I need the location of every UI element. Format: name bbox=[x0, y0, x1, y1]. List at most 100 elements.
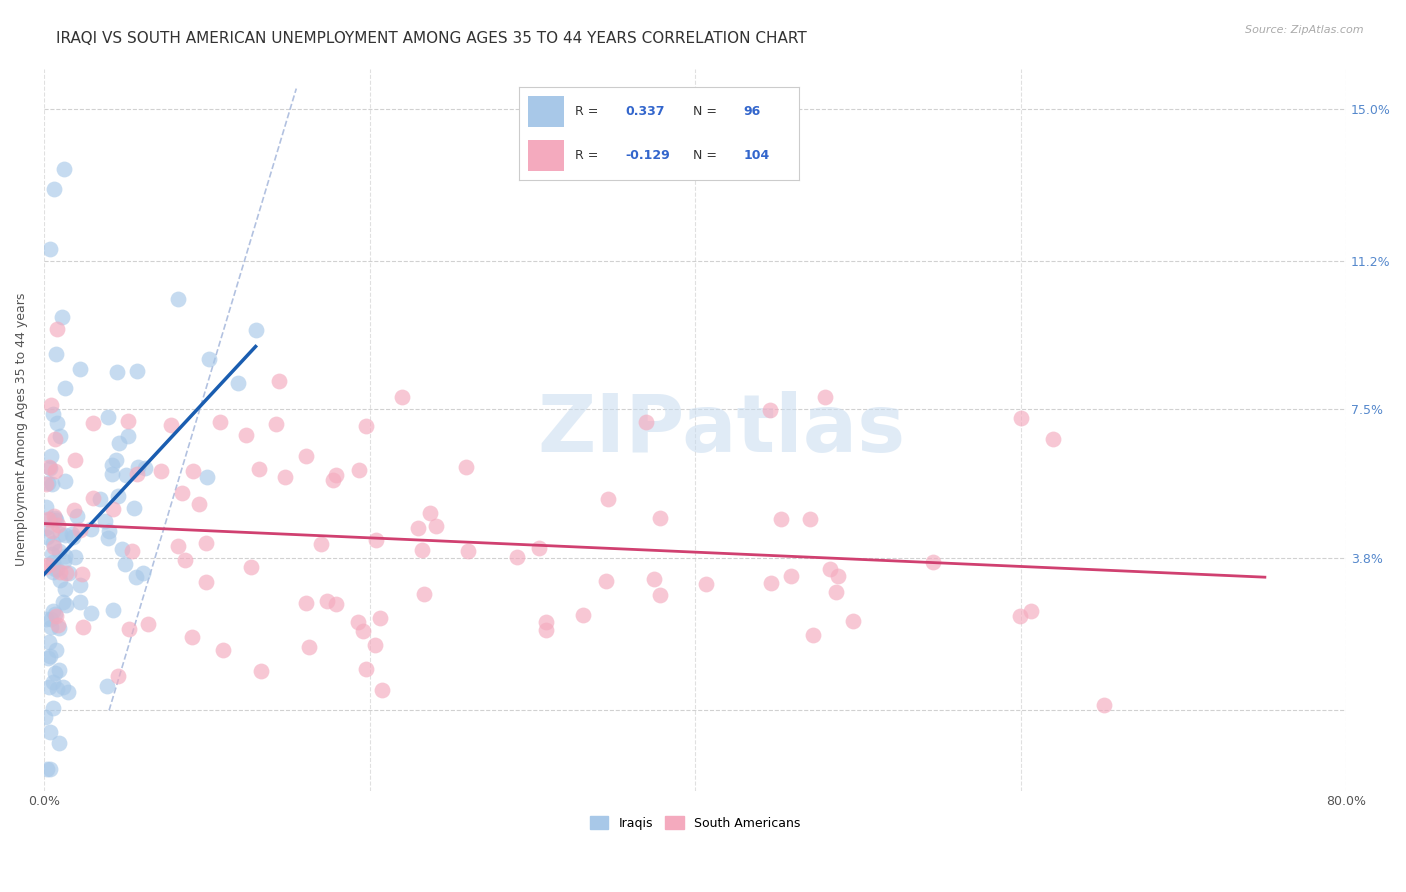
Point bbox=[212, 643, 235, 657]
Point bbox=[49, 429, 72, 443]
Point bbox=[80, 606, 103, 620]
Point bbox=[37, 558, 59, 572]
Point bbox=[759, 575, 782, 590]
Point bbox=[42, 566, 65, 580]
Point bbox=[42, 182, 65, 196]
Point bbox=[371, 682, 394, 697]
Point bbox=[45, 322, 67, 336]
Point bbox=[107, 669, 129, 683]
Point bbox=[534, 624, 557, 638]
Point bbox=[45, 608, 67, 623]
Point bbox=[115, 467, 138, 482]
Point bbox=[51, 310, 73, 325]
Point bbox=[101, 467, 124, 481]
Point bbox=[149, 464, 172, 478]
Point bbox=[44, 464, 66, 478]
Point bbox=[39, 242, 62, 256]
Point bbox=[39, 511, 62, 525]
Point bbox=[111, 541, 134, 556]
Point bbox=[425, 519, 447, 533]
Point bbox=[325, 467, 347, 482]
Point bbox=[315, 594, 337, 608]
Point bbox=[55, 598, 77, 612]
Point bbox=[194, 535, 217, 549]
Point bbox=[94, 514, 117, 528]
Point bbox=[82, 491, 104, 505]
Point bbox=[37, 762, 59, 776]
Point bbox=[643, 572, 665, 586]
Point bbox=[45, 513, 67, 527]
Point bbox=[39, 620, 62, 634]
Point bbox=[42, 675, 65, 690]
Point bbox=[457, 543, 479, 558]
Point bbox=[41, 536, 63, 550]
Point bbox=[209, 416, 232, 430]
Point bbox=[53, 554, 76, 568]
Point bbox=[58, 685, 80, 699]
Point bbox=[44, 665, 66, 680]
Point bbox=[97, 531, 120, 545]
Point bbox=[82, 416, 104, 430]
Point bbox=[114, 557, 136, 571]
Point bbox=[69, 523, 91, 537]
Point bbox=[42, 540, 65, 554]
Point bbox=[42, 407, 65, 421]
Point bbox=[1010, 410, 1032, 425]
Point bbox=[44, 511, 66, 525]
Point bbox=[347, 463, 370, 477]
Point bbox=[780, 569, 803, 583]
Point bbox=[48, 663, 70, 677]
Point bbox=[34, 500, 56, 514]
Point bbox=[235, 428, 257, 442]
Point bbox=[44, 508, 66, 523]
Point bbox=[41, 547, 63, 561]
Text: IRAQI VS SOUTH AMERICAN UNEMPLOYMENT AMONG AGES 35 TO 44 YEARS CORRELATION CHART: IRAQI VS SOUTH AMERICAN UNEMPLOYMENT AMO… bbox=[56, 31, 807, 46]
Point bbox=[131, 566, 153, 581]
Point bbox=[1092, 698, 1115, 713]
Point bbox=[117, 429, 139, 443]
Point bbox=[413, 587, 436, 601]
Point bbox=[534, 615, 557, 629]
Point bbox=[35, 612, 58, 626]
Point bbox=[181, 464, 204, 478]
Point bbox=[38, 460, 60, 475]
Point bbox=[803, 628, 825, 642]
Point bbox=[89, 492, 111, 507]
Point bbox=[101, 458, 124, 472]
Point bbox=[294, 450, 316, 464]
Point bbox=[97, 410, 120, 425]
Point bbox=[45, 346, 67, 360]
Point bbox=[52, 595, 75, 609]
Point bbox=[1042, 432, 1064, 446]
Point bbox=[297, 640, 319, 654]
Point bbox=[1019, 604, 1042, 618]
Point bbox=[53, 549, 76, 564]
Point bbox=[80, 523, 103, 537]
Point bbox=[62, 530, 84, 544]
Point bbox=[411, 543, 433, 558]
Point bbox=[48, 736, 70, 750]
Point bbox=[52, 680, 75, 694]
Point bbox=[44, 432, 66, 446]
Point bbox=[52, 161, 75, 176]
Point bbox=[827, 568, 849, 582]
Point bbox=[174, 553, 197, 567]
Point bbox=[34, 559, 56, 574]
Point bbox=[247, 462, 270, 476]
Point bbox=[264, 417, 287, 431]
Point bbox=[269, 374, 291, 388]
Point bbox=[166, 292, 188, 306]
Point bbox=[363, 638, 385, 652]
Point bbox=[63, 503, 86, 517]
Point bbox=[45, 643, 67, 657]
Point bbox=[53, 582, 76, 597]
Point bbox=[125, 467, 148, 482]
Point bbox=[506, 549, 529, 564]
Point bbox=[53, 474, 76, 488]
Point bbox=[58, 566, 80, 581]
Point bbox=[636, 415, 658, 429]
Point bbox=[66, 508, 89, 523]
Point bbox=[45, 416, 67, 430]
Point bbox=[55, 566, 77, 580]
Point bbox=[356, 419, 378, 434]
